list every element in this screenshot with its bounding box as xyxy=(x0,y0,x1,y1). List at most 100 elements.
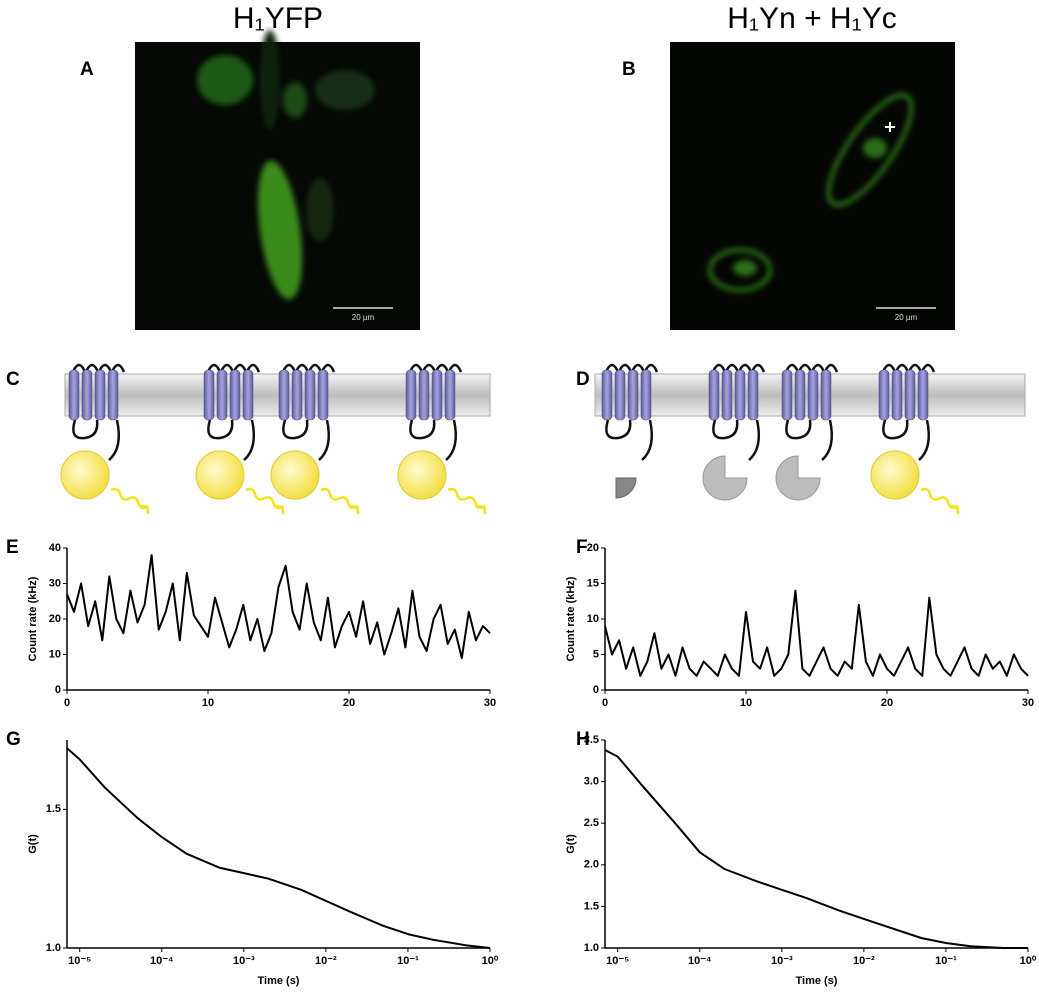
helix xyxy=(614,369,626,421)
x-tick-label: 10⁻⁵ xyxy=(68,955,91,967)
x-tick-label: 10⁻¹ xyxy=(397,955,419,967)
x-tick-label: 10⁻⁴ xyxy=(688,955,711,967)
y-tick-label: 10 xyxy=(49,648,61,660)
helix xyxy=(81,369,93,421)
x-tick-label: 10⁻⁴ xyxy=(150,955,173,967)
y-tick-label: 15 xyxy=(587,577,599,589)
loop xyxy=(282,419,309,440)
helix xyxy=(781,369,793,421)
y-tick-label: 0 xyxy=(593,684,599,696)
scale-bar-label: 20 µm xyxy=(895,313,918,322)
emission xyxy=(110,487,150,515)
helix xyxy=(229,369,241,421)
helix xyxy=(721,369,733,421)
loop xyxy=(72,419,99,440)
y-tick-label: 10 xyxy=(587,613,599,625)
y-tick-label: 3.0 xyxy=(584,776,599,788)
helix xyxy=(278,369,290,421)
loop xyxy=(409,419,436,440)
x-tick-label: 10 xyxy=(740,697,752,709)
helix xyxy=(203,369,215,421)
x-tick-label: 30 xyxy=(484,697,496,709)
half-fluorophore xyxy=(615,477,637,499)
helix xyxy=(747,369,759,421)
tail xyxy=(445,419,457,461)
data-line xyxy=(66,554,491,659)
half-fluorophore xyxy=(702,455,748,501)
x-tick-label: 10⁰ xyxy=(1020,955,1037,967)
x-axis-label: Time (s) xyxy=(258,975,300,987)
helix xyxy=(68,369,80,421)
panel-label: H xyxy=(576,729,590,750)
loop xyxy=(605,419,632,440)
half-fluorophore xyxy=(775,455,821,501)
scale-bar-label: 20 µm xyxy=(352,313,375,322)
helix xyxy=(431,369,443,421)
y-tick-label: 3.5 xyxy=(584,734,599,746)
helix xyxy=(304,369,316,421)
panel-title: H₁YFP xyxy=(233,2,323,35)
x-tick-label: 30 xyxy=(1022,697,1034,709)
y-tick-label: 2.5 xyxy=(584,817,599,829)
x-tick-label: 10⁻³ xyxy=(233,955,255,967)
helix xyxy=(640,369,652,421)
panel-label: C xyxy=(6,369,20,390)
x-tick-label: 20 xyxy=(881,697,893,709)
panel-label: F xyxy=(576,537,588,558)
y-axis-label: Count rate (kHz) xyxy=(27,576,39,661)
helix xyxy=(820,369,832,421)
tail xyxy=(918,419,930,461)
y-tick-label: 20 xyxy=(49,613,61,625)
helix xyxy=(94,369,106,421)
emission xyxy=(447,487,487,515)
y-axis-label: G(t) xyxy=(565,834,577,854)
tail xyxy=(108,419,120,461)
fluorophore xyxy=(870,450,920,500)
helix xyxy=(794,369,806,421)
helix xyxy=(242,369,254,421)
data-line xyxy=(604,589,1029,677)
loop xyxy=(712,419,739,440)
x-tick-label: 10 xyxy=(202,697,214,709)
x-tick-label: 10⁻⁵ xyxy=(606,955,629,967)
helix xyxy=(444,369,456,421)
x-tick-label: 10⁻² xyxy=(315,955,337,967)
helix xyxy=(405,369,417,421)
fluorophore xyxy=(60,450,110,500)
loop xyxy=(785,419,812,440)
helix xyxy=(708,369,720,421)
panel-label: D xyxy=(576,369,590,390)
emission xyxy=(320,487,360,515)
tail xyxy=(821,419,833,461)
helix xyxy=(904,369,916,421)
y-tick-label: 20 xyxy=(587,542,599,554)
helix xyxy=(216,369,228,421)
y-tick-label: 1.0 xyxy=(46,942,61,954)
loop xyxy=(207,419,234,440)
x-tick-label: 10⁻¹ xyxy=(935,955,957,967)
fluorophore xyxy=(195,450,245,500)
panel-label: A xyxy=(80,59,94,80)
helix xyxy=(807,369,819,421)
x-axis-label: Time (s) xyxy=(796,975,838,987)
y-axis-label: G(t) xyxy=(27,834,39,854)
tail xyxy=(641,419,653,461)
helix xyxy=(107,369,119,421)
panel-title: H₁Yn + H₁Yc xyxy=(727,2,896,35)
x-tick-label: 0 xyxy=(64,697,70,709)
y-tick-label: 30 xyxy=(49,577,61,589)
helix xyxy=(891,369,903,421)
fluorophore xyxy=(397,450,447,500)
data-line xyxy=(604,749,1028,949)
x-tick-label: 10⁻³ xyxy=(771,955,793,967)
panel-label: B xyxy=(622,59,636,80)
helix xyxy=(601,369,613,421)
x-tick-label: 10⁻² xyxy=(853,955,875,967)
y-tick-label: 40 xyxy=(49,542,61,554)
helix xyxy=(734,369,746,421)
y-tick-label: 1.0 xyxy=(584,942,599,954)
tail xyxy=(243,419,255,461)
x-tick-label: 0 xyxy=(602,697,608,709)
helix xyxy=(917,369,929,421)
